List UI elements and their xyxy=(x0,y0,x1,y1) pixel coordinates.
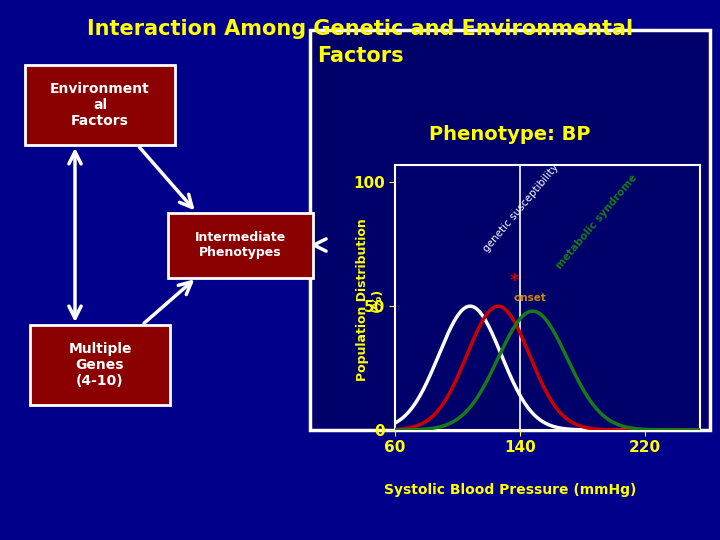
FancyBboxPatch shape xyxy=(25,65,175,145)
Text: Factors: Factors xyxy=(317,46,403,66)
Text: genetic susceptibility: genetic susceptibility xyxy=(481,162,560,254)
Text: Intermediate
Phenotypes: Intermediate Phenotypes xyxy=(194,231,286,259)
Text: metabolic syndrome: metabolic syndrome xyxy=(554,173,639,271)
Text: Environment
al
Factors: Environment al Factors xyxy=(50,82,150,128)
Text: Phenotype: BP: Phenotype: BP xyxy=(429,125,590,145)
Text: Population Distribution
(%): Population Distribution (%) xyxy=(356,219,384,381)
FancyBboxPatch shape xyxy=(30,325,170,405)
Text: Multiple
Genes
(4-10): Multiple Genes (4-10) xyxy=(68,342,132,388)
Text: Interaction Among Genetic and Environmental: Interaction Among Genetic and Environmen… xyxy=(87,19,633,39)
Text: *: * xyxy=(509,272,518,291)
Text: Systolic Blood Pressure (mmHg): Systolic Blood Pressure (mmHg) xyxy=(384,483,636,497)
Text: onset: onset xyxy=(514,293,546,303)
Bar xyxy=(310,30,710,430)
FancyBboxPatch shape xyxy=(168,213,312,278)
